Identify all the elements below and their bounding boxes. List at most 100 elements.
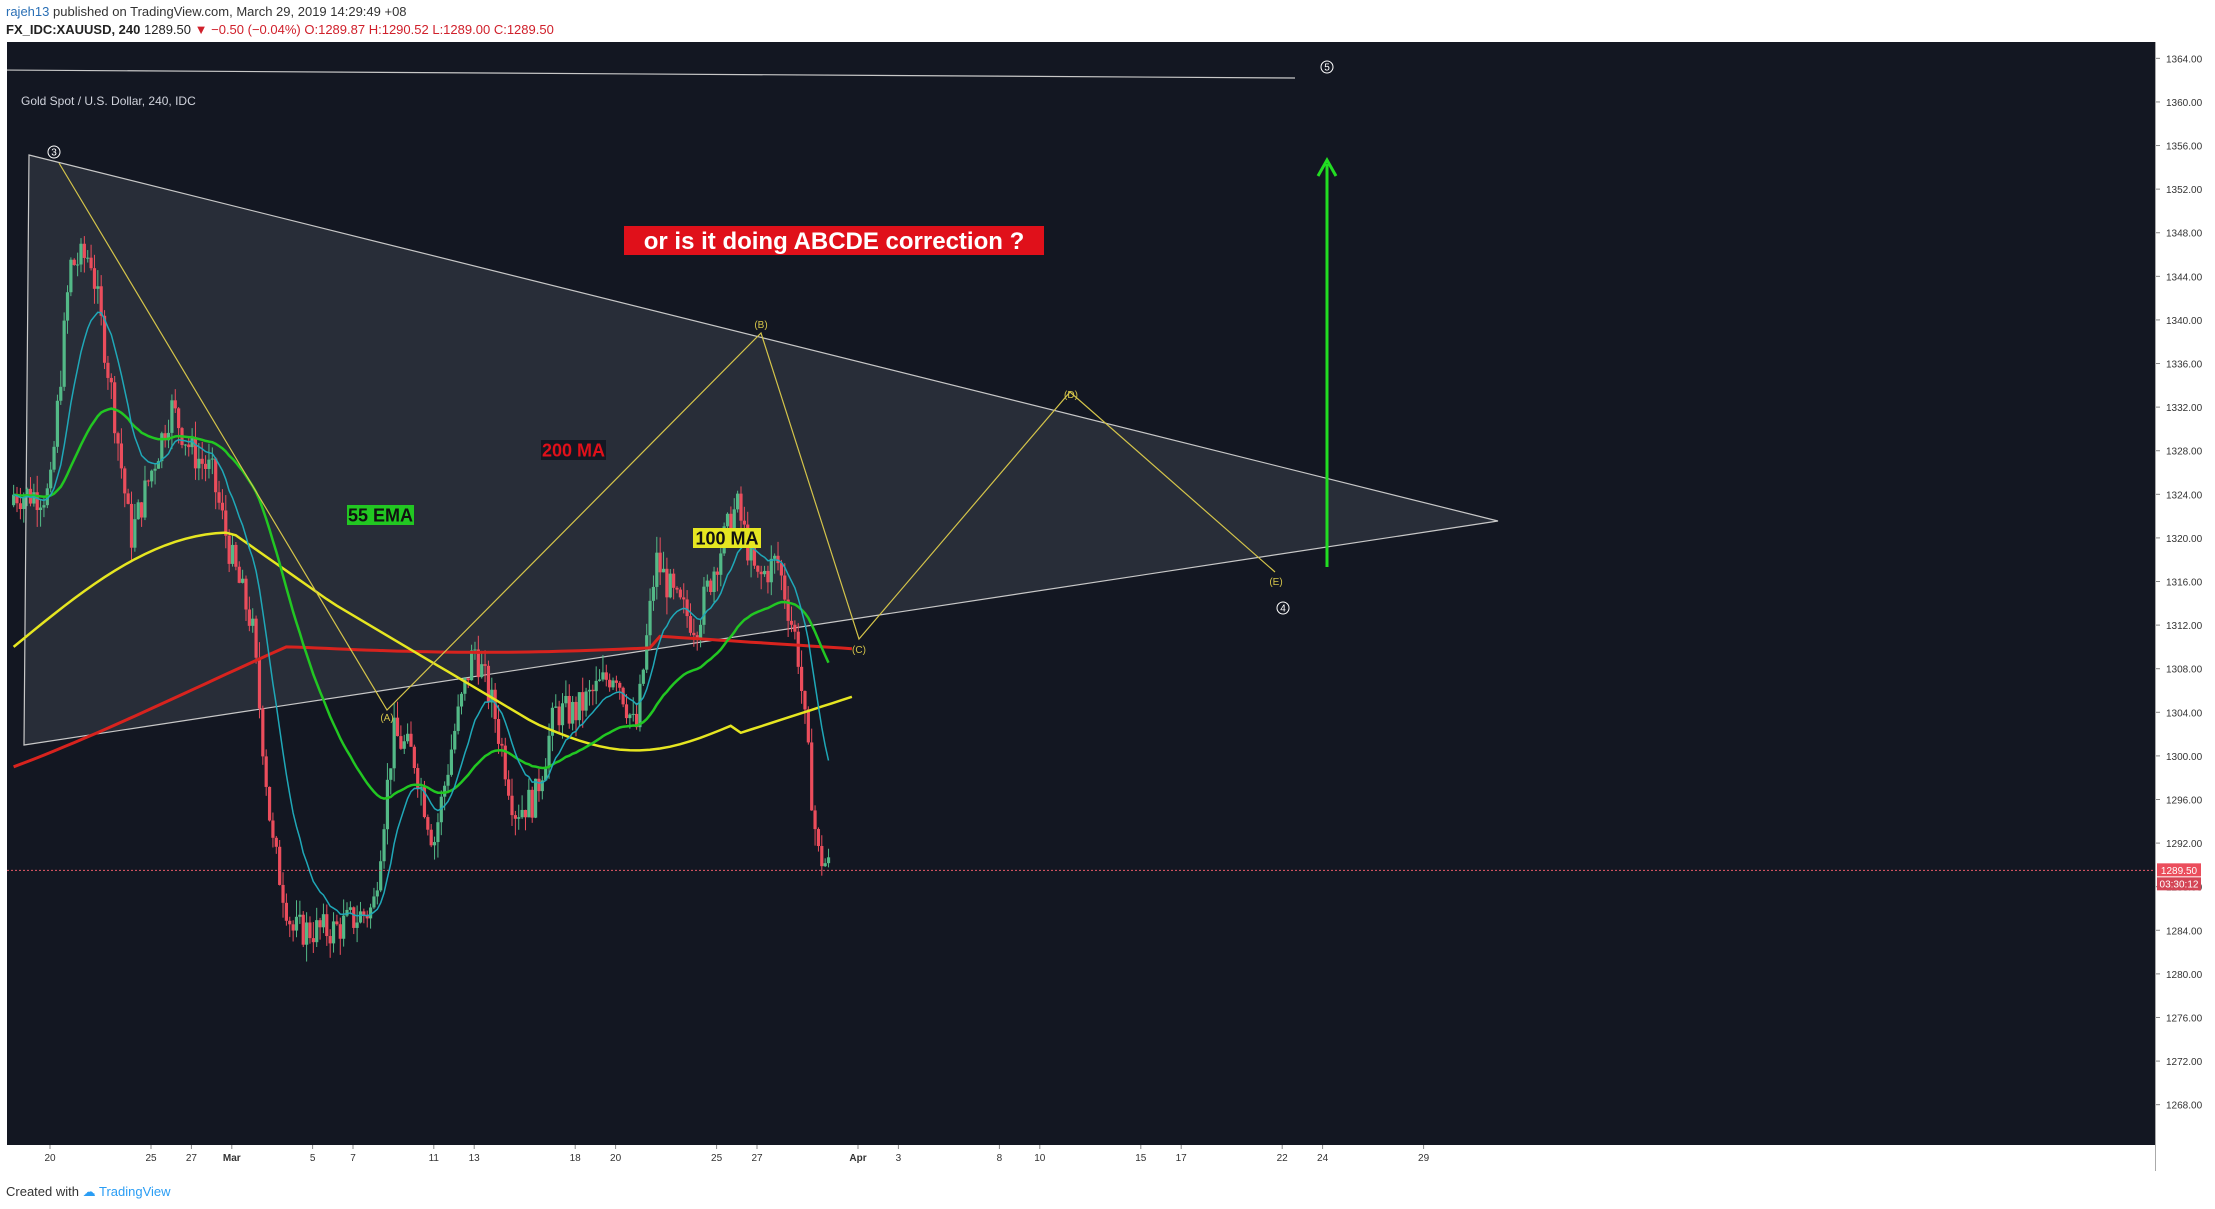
candle-body bbox=[163, 433, 167, 441]
time-tick-label: 25 bbox=[711, 1153, 723, 1164]
time-tick-label: 27 bbox=[186, 1153, 198, 1164]
time-axis[interactable]: 20 25 27 Mar 5 7 11 13 18 20 25 27 Apr 3 8 10 15 17 22 24 29 bbox=[7, 1145, 2155, 1171]
time-tick-label: 27 bbox=[751, 1153, 763, 1164]
time-tick-label: 10 bbox=[1034, 1153, 1046, 1164]
candle-body bbox=[35, 492, 39, 511]
candle-body bbox=[803, 690, 807, 710]
candle-body bbox=[628, 714, 632, 719]
headline-label-box bbox=[624, 226, 1044, 255]
price-tick-label: 1284.00 bbox=[2166, 926, 2203, 937]
candle-body bbox=[776, 555, 780, 564]
candle-body bbox=[675, 587, 679, 590]
candle-body bbox=[234, 544, 238, 567]
price-tick-label: 1312.00 bbox=[2166, 621, 2203, 632]
candle-body bbox=[244, 578, 248, 610]
candle-body bbox=[759, 571, 763, 575]
ema55-label-box bbox=[347, 505, 414, 525]
candle-body bbox=[193, 437, 198, 469]
time-axis-svg: 20 25 27 Mar 5 7 11 13 18 20 25 27 Apr 3 8 10 15 17 22 24 29 bbox=[44, 1145, 1430, 1164]
candle-body bbox=[517, 817, 521, 819]
candle-body bbox=[709, 580, 713, 593]
candle-body bbox=[500, 743, 504, 746]
price-tick-label: 1348.00 bbox=[2166, 229, 2203, 240]
price-tick-label: 1344.00 bbox=[2166, 272, 2203, 283]
candle-body bbox=[251, 618, 255, 626]
candle-body bbox=[577, 692, 581, 721]
candle-body bbox=[432, 842, 437, 846]
candle-body bbox=[729, 513, 733, 537]
candle-body bbox=[123, 468, 127, 494]
countdown-badge bbox=[2157, 877, 2201, 891]
candle-body bbox=[752, 544, 757, 566]
candle-body bbox=[544, 766, 548, 781]
candle-body bbox=[634, 713, 639, 728]
price-axis[interactable]: 1268.001272.001276.001280.001284.001288.… bbox=[2155, 42, 2215, 1171]
candle-body bbox=[773, 555, 777, 559]
candle-body bbox=[166, 432, 171, 441]
time-tick-label: 7 bbox=[350, 1153, 356, 1164]
price-tick-label: 1276.00 bbox=[2166, 1013, 2203, 1024]
price-tick-label: 1352.00 bbox=[2166, 185, 2203, 196]
candle-body bbox=[584, 691, 588, 711]
candle-body bbox=[358, 911, 363, 923]
candle-body bbox=[698, 624, 703, 640]
candle-body bbox=[510, 795, 514, 816]
publisher-link[interactable]: rajeh13 bbox=[6, 4, 50, 19]
candle-body bbox=[402, 741, 406, 749]
candle-body bbox=[109, 377, 113, 383]
wave-label-b: (B) bbox=[754, 320, 767, 331]
candle-body bbox=[25, 488, 29, 498]
candle-body bbox=[624, 704, 629, 719]
time-tick-label: 3 bbox=[896, 1153, 902, 1164]
time-tick-label: Mar bbox=[223, 1153, 241, 1164]
candle-body bbox=[736, 493, 740, 510]
candle-body bbox=[318, 920, 322, 928]
candle-body bbox=[749, 544, 753, 561]
price-tick-label: 1360.00 bbox=[2166, 98, 2203, 109]
candle-body bbox=[375, 890, 379, 897]
elliott-wave-path bbox=[58, 162, 1276, 711]
tradingview-brand[interactable]: TradingView bbox=[99, 1184, 171, 1199]
footer: Created with ☁ TradingView bbox=[6, 1184, 171, 1200]
candle-body bbox=[533, 778, 538, 818]
candle-body bbox=[591, 689, 595, 692]
candle-body bbox=[661, 568, 666, 573]
last-price-badge-text: 1289.50 bbox=[2161, 866, 2198, 877]
last-price: 1289.50 bbox=[144, 22, 191, 37]
count-label-3: 3 bbox=[51, 148, 57, 159]
down-triangle-icon: ▼ bbox=[194, 22, 208, 37]
time-tick-label: Apr bbox=[849, 1153, 866, 1164]
candle-body bbox=[783, 575, 787, 600]
time-tick-label: 15 bbox=[1135, 1153, 1147, 1164]
chart-area[interactable]: (A) (B) (C) (D) (E) 3 4 5 or is it doing ABCDE c… bbox=[7, 42, 2155, 1171]
price-tick-label: 1332.00 bbox=[2166, 403, 2203, 414]
count-circle-5 bbox=[1320, 60, 1334, 74]
candle-body bbox=[217, 492, 221, 503]
time-tick-label: 18 bbox=[570, 1153, 582, 1164]
open-value: O:1289.87 bbox=[304, 22, 366, 37]
candle-body bbox=[379, 861, 383, 891]
candle-body bbox=[540, 780, 544, 792]
candle-body bbox=[284, 902, 288, 921]
candle-body bbox=[638, 683, 642, 728]
candle-body bbox=[466, 678, 470, 681]
candle-body bbox=[99, 286, 103, 316]
wave-label-a: (A) bbox=[380, 713, 393, 724]
candle-body bbox=[557, 706, 561, 726]
candle-body bbox=[395, 717, 400, 737]
candle-body bbox=[257, 657, 262, 709]
candle-body bbox=[315, 920, 319, 943]
candle-body bbox=[62, 320, 66, 387]
candle-body bbox=[291, 924, 295, 931]
candle-body bbox=[348, 907, 352, 910]
candle-body bbox=[618, 682, 622, 688]
candle-body bbox=[779, 563, 783, 576]
candle-body bbox=[15, 494, 19, 504]
candle-body bbox=[177, 408, 181, 429]
tradingview-logo-icon: ☁ bbox=[82, 1184, 96, 1199]
candle-body bbox=[385, 779, 390, 830]
price-tick-label: 1268.00 bbox=[2166, 1101, 2203, 1112]
candle-body bbox=[762, 570, 767, 575]
candle-body bbox=[65, 292, 70, 321]
price-tick-label: 1300.00 bbox=[2166, 752, 2203, 763]
